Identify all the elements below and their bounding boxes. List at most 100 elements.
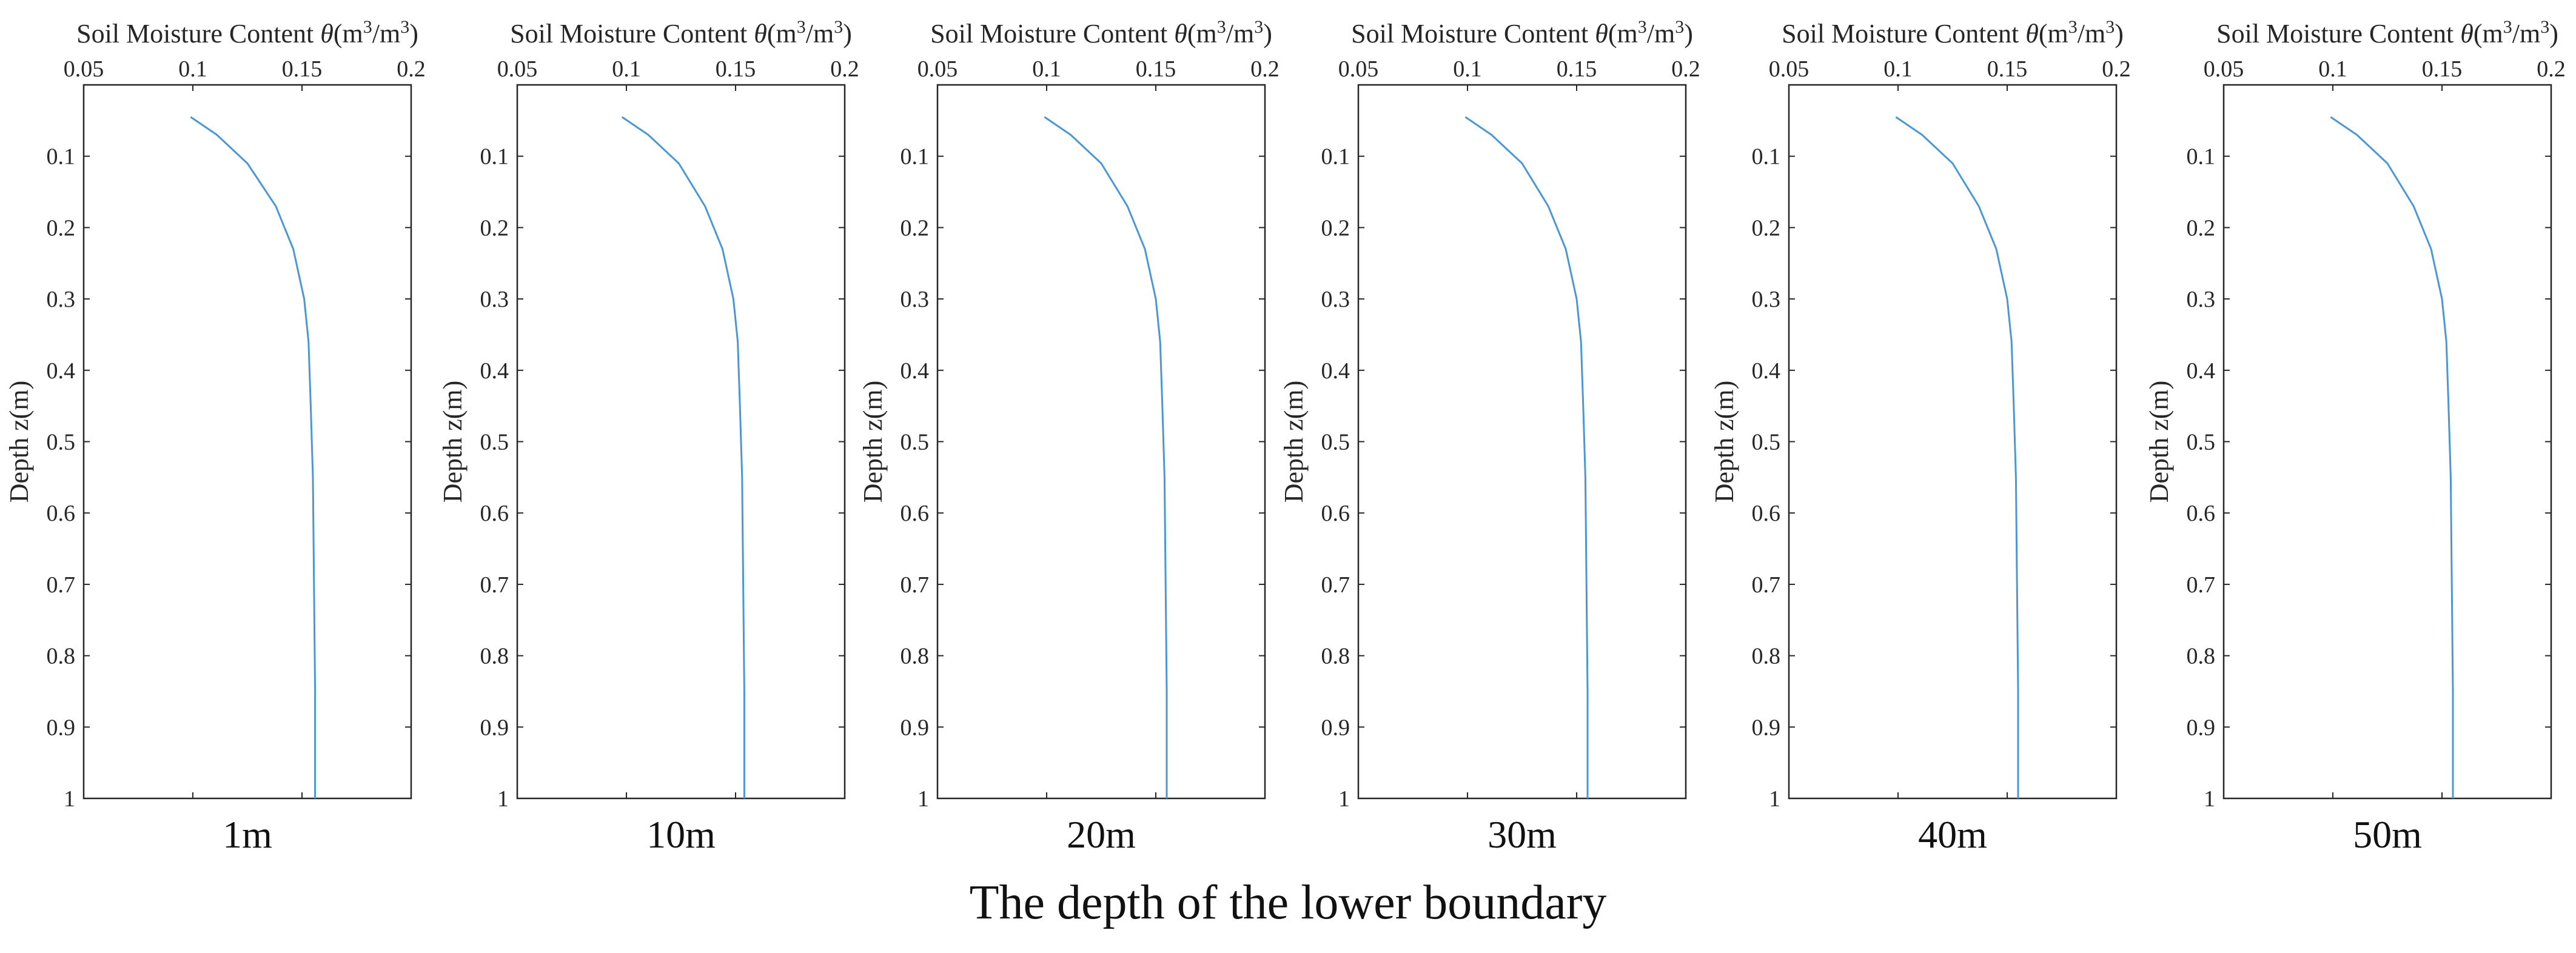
figure-caption: The depth of the lower boundary — [970, 876, 1607, 929]
y-tick-label: 0.1 — [2187, 144, 2216, 170]
y-tick-label: 0.9 — [1321, 715, 1350, 740]
x-tick-label: 0.1 — [2318, 56, 2347, 82]
y-tick-label: 0.6 — [47, 501, 76, 526]
moisture-curve — [1044, 116, 1168, 798]
y-tick-label: 0.4 — [480, 358, 509, 384]
x-tick-label: 0.1 — [1453, 56, 1482, 82]
moisture-curve — [621, 116, 745, 798]
y-axis-label: Depth z(m) — [4, 381, 34, 503]
panel-caption: 20m — [1067, 813, 1136, 856]
y-tick-label: 0.6 — [1752, 501, 1781, 526]
y-tick-label: 0.8 — [901, 644, 930, 669]
moisture-curve — [2330, 116, 2454, 798]
y-tick-label: 0.8 — [47, 644, 76, 669]
y-tick-label: 0.5 — [901, 430, 930, 455]
panel-caption: 30m — [1488, 813, 1557, 856]
y-tick-label: 0.3 — [480, 287, 509, 312]
y-tick-label: 0.2 — [1752, 215, 1781, 241]
x-tick-label: 0.1 — [612, 56, 641, 82]
y-tick-label: 0.2 — [47, 215, 76, 241]
x-tick-label: 0.2 — [397, 56, 426, 82]
x-tick-label: 0.05 — [1769, 56, 1810, 82]
y-tick-label: 0.3 — [47, 287, 76, 312]
y-tick-label: 1 — [1769, 786, 1780, 812]
moisture-curve — [1895, 116, 2019, 798]
x-tick-label: 0.1 — [178, 56, 207, 82]
y-tick-label: 0.6 — [901, 501, 930, 526]
plot-frame — [82, 84, 412, 800]
y-tick-label: 0.8 — [1752, 644, 1781, 669]
x-tick-label: 0.2 — [1671, 56, 1700, 82]
y-tick-label: 0.9 — [901, 715, 930, 740]
x-tick-label: 0.2 — [1250, 56, 1280, 82]
y-tick-label: 1 — [917, 786, 929, 812]
y-tick-label: 0.4 — [47, 358, 76, 384]
y-tick-label: 0.4 — [2187, 358, 2216, 384]
x-tick-label: 0.2 — [2537, 56, 2566, 82]
y-tick-label: 0.2 — [2187, 215, 2216, 241]
plot-frame — [1357, 84, 1687, 800]
panel-40m: 0.05 0.1 0.15 0.2 0.1 0.2 0.3 0.4 0.5 0.6 0.7 0.8 0.… — [1709, 17, 2131, 856]
y-tick-label: 0.5 — [480, 430, 509, 455]
y-tick-label: 0.7 — [47, 572, 76, 598]
y-tick-label: 0.4 — [1752, 358, 1781, 384]
y-tick-label: 0.3 — [901, 287, 930, 312]
y-tick-label: 0.5 — [2187, 430, 2216, 455]
y-tick-label: 0.6 — [1321, 501, 1350, 526]
panel-1m: 0.05 0.1 0.15 0.2 0.1 0.2 0.3 0.4 0.5 0.6 0.7 0.8 0.… — [4, 17, 426, 856]
x-tick-label: 0.1 — [1032, 56, 1061, 82]
y-tick-label: 0.5 — [1321, 430, 1350, 455]
y-tick-label: 1 — [64, 786, 75, 812]
y-tick-label: 0.6 — [2187, 501, 2216, 526]
x-tick-label: 0.1 — [1883, 56, 1913, 82]
panel-30m: 0.05 0.1 0.15 0.2 0.1 0.2 0.3 0.4 0.5 0.6 0.7 0.8 0.… — [1279, 17, 1700, 856]
y-tick-label: 0.8 — [480, 644, 509, 669]
y-tick-label: 0.6 — [480, 501, 509, 526]
y-tick-label: 0.9 — [2187, 715, 2216, 740]
x-axis-label: Soil Moisture Content θ(m3​/m3​) — [930, 17, 1272, 48]
panel-caption: 40m — [1918, 813, 1987, 856]
x-tick-label: 0.15 — [1136, 56, 1176, 82]
y-tick-label: 1 — [1338, 786, 1350, 812]
y-tick-label: 0.1 — [47, 144, 76, 170]
moisture-curve — [190, 116, 317, 798]
y-tick-label: 0.1 — [480, 144, 509, 170]
plot-frame — [1788, 84, 2118, 800]
y-tick-label: 0.3 — [1321, 287, 1350, 312]
y-tick-label: 0.1 — [901, 144, 930, 170]
x-tick-label: 0.15 — [716, 56, 756, 82]
x-tick-label: 0.15 — [1557, 56, 1597, 82]
y-tick-label: 0.7 — [480, 572, 509, 598]
y-tick-label: 0.5 — [47, 430, 76, 455]
x-tick-label: 0.05 — [497, 56, 538, 82]
x-tick-label: 0.05 — [2204, 56, 2244, 82]
panel-50m: 0.05 0.1 0.15 0.2 0.1 0.2 0.3 0.4 0.5 0.6 0.7 0.8 0.… — [2144, 17, 2566, 856]
y-tick-label: 0.3 — [1752, 287, 1781, 312]
y-tick-label: 0.8 — [1321, 644, 1350, 669]
y-tick-label: 0.7 — [2187, 572, 2216, 598]
x-axis-label: Soil Moisture Content θ(m3​/m3​) — [76, 17, 418, 48]
y-tick-label: 0.4 — [1321, 358, 1350, 384]
plot-frame — [2222, 84, 2552, 800]
y-tick-label: 0.2 — [901, 215, 930, 241]
y-axis-label: Depth z(m) — [858, 381, 888, 503]
x-axis-label: Soil Moisture Content θ(m3​/m3​) — [2216, 17, 2558, 48]
x-tick-label: 0.05 — [917, 56, 958, 82]
y-tick-label: 0.9 — [47, 715, 76, 740]
y-tick-label: 0.4 — [901, 358, 930, 384]
y-tick-label: 0.2 — [1321, 215, 1350, 241]
y-axis-label: Depth z(m) — [1709, 381, 1739, 503]
moisture-curve — [1464, 116, 1589, 798]
y-tick-label: 1 — [2204, 786, 2215, 812]
x-axis-label: Soil Moisture Content θ(m3​/m3​) — [1351, 17, 1693, 48]
panel-10m: 0.05 0.1 0.15 0.2 0.1 0.2 0.3 0.4 0.5 0.6 0.7 0.8 0.… — [438, 17, 859, 856]
y-tick-label: 0.5 — [1752, 430, 1781, 455]
panel-20m: 0.05 0.1 0.15 0.2 0.1 0.2 0.3 0.4 0.5 0.6 0.7 0.8 0.… — [858, 17, 1280, 856]
y-axis-label: Depth z(m) — [438, 381, 468, 503]
plot-frame — [936, 84, 1266, 800]
x-tick-label: 0.15 — [282, 56, 323, 82]
y-tick-label: 0.9 — [480, 715, 509, 740]
panel-caption: 10m — [646, 813, 716, 856]
x-tick-label: 0.2 — [830, 56, 859, 82]
